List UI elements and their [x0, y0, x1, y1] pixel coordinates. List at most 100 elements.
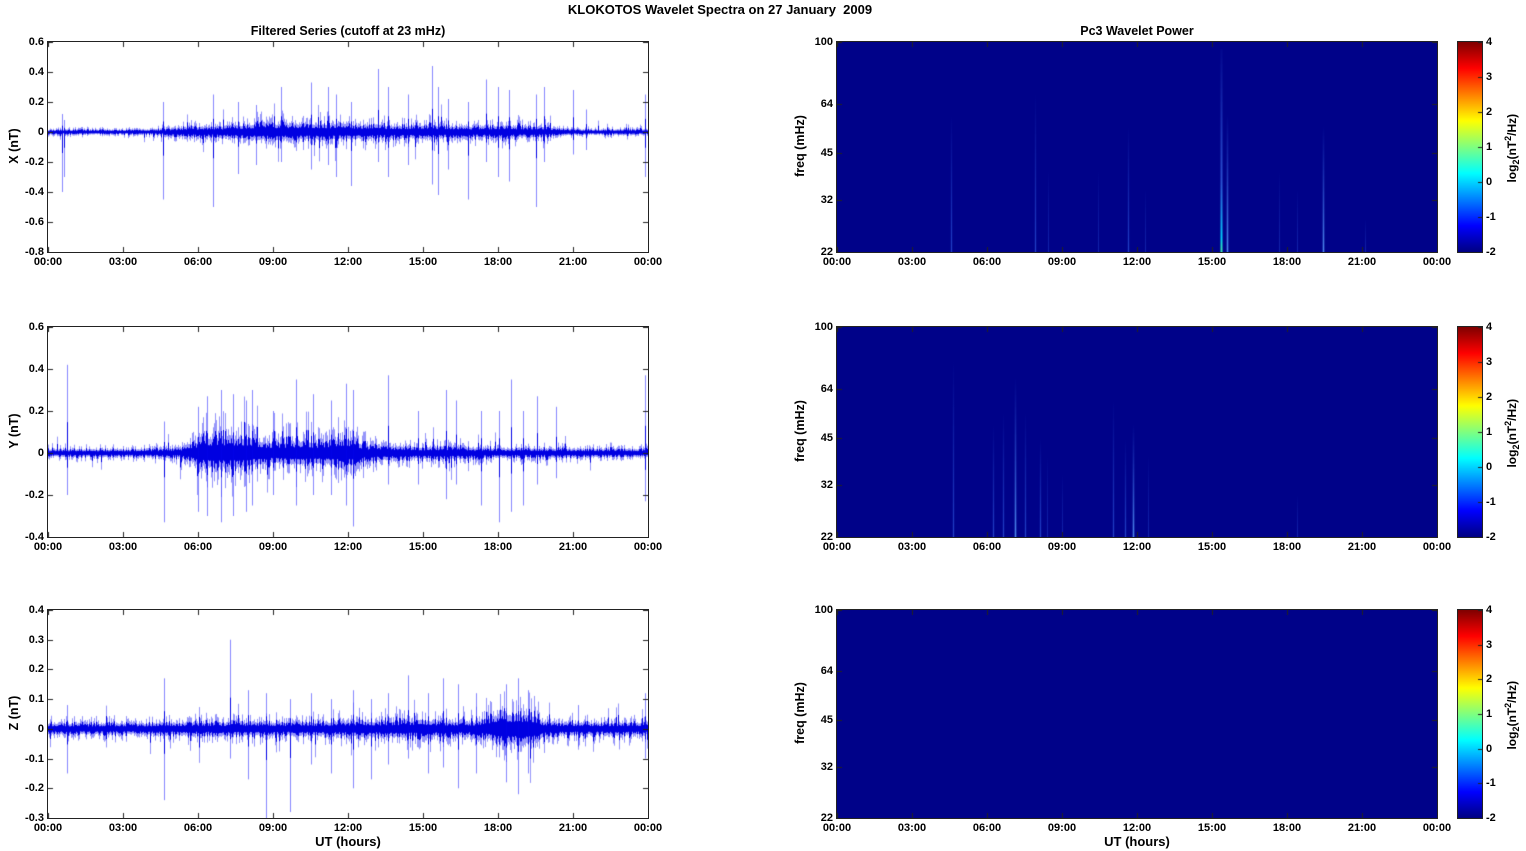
wavelet-power-title: Pc3 Wavelet Power: [1080, 24, 1194, 38]
tick-label: 12:00: [333, 256, 363, 268]
z-spectrogram-plot: [837, 610, 1437, 818]
tick-label: 32: [820, 479, 833, 492]
tick-label: 45: [820, 713, 833, 726]
tick-label: 15:00: [408, 822, 438, 834]
tick-label: -0.4: [25, 186, 44, 198]
tick-label: 3: [1486, 71, 1493, 83]
tick-label: 0.3: [28, 633, 44, 646]
tick-label: 0.2: [28, 405, 44, 417]
tick-label: 21:00: [1347, 822, 1377, 834]
tick-label: 64: [820, 665, 833, 678]
tick-label: -0.2: [25, 782, 44, 795]
tick-label: 0.1: [28, 693, 44, 706]
tick-label: -0.8: [25, 246, 44, 258]
tick-label: 06:00: [972, 256, 1002, 268]
tick-label: -2: [1486, 812, 1496, 824]
z-timeseries-plot: [48, 610, 648, 818]
tick-label: -1: [1486, 211, 1496, 223]
tick-label: 21:00: [1347, 256, 1377, 268]
tick-label: 21:00: [558, 822, 588, 834]
tick-label: 2: [1486, 673, 1493, 686]
panel-x-filtered-series: Filtered Series (cutoff at 23 mHz) X (nT…: [7, 24, 662, 268]
tick-label: 15:00: [1197, 822, 1227, 834]
tick-label: 09:00: [1047, 256, 1077, 268]
tick-label: -2: [1486, 531, 1496, 543]
panel-y-filtered-series: Y (nT) 0.6 0.4 0.2 0 -0.2 -0.4 00:00 03:00 06:00…: [7, 321, 662, 553]
tick-label: 03:00: [108, 256, 138, 268]
panel-z-filtered-series: Z (nT) UT (hours) 0.4 0.3 0.2 0.1 0 -0.1 -0.2-…: [7, 604, 662, 849]
panel-y-wavelet-power: freq (mHz) 100 64 45 32 22 00:00 03:00 06:00 09:…: [793, 321, 1451, 553]
tick-label: 00:00: [1422, 256, 1452, 268]
tick-label: 12:00: [333, 822, 363, 834]
tick-label: -0.2: [25, 489, 44, 501]
tick-label: 21:00: [558, 541, 588, 553]
y-timeseries-plot: [48, 327, 648, 537]
tick-label: 18:00: [1272, 541, 1302, 553]
y-axis-ylabel: Y (nT): [7, 413, 21, 449]
panel-x-wavelet-power: Pc3 Wavelet Power freq (mHz) 100 64 45 32 22…: [793, 24, 1451, 268]
tick-label: 1: [1486, 708, 1493, 720]
colorbar-y: log2(nT2/Hz) 4 3 2 1 0 -1 -2: [1457, 321, 1521, 543]
tick-label: 0.4: [28, 66, 44, 78]
y-spectrogram-plot: [837, 327, 1437, 537]
panel-z-wavelet-power: freq (mHz) UT (hours) 100 64 45 32 22 00:00 03…: [793, 604, 1451, 849]
tick-label: 2: [1486, 106, 1493, 118]
tick-label: 18:00: [483, 822, 513, 834]
tick-label: 00:00: [633, 822, 663, 834]
tick-label: 100: [814, 321, 833, 333]
colorbar-z: log2(nT2/Hz) 4 3 2 1 0 -1 -2: [1457, 604, 1521, 824]
tick-label: 15:00: [1197, 256, 1227, 268]
tick-label: -0.3: [25, 812, 44, 824]
ut-hours-label-left: UT (hours): [315, 834, 381, 849]
tick-label: 0.2: [28, 96, 44, 108]
tick-label: 3: [1486, 638, 1493, 651]
tick-label: 45: [820, 431, 833, 444]
tick-label: 4: [1486, 36, 1493, 48]
tick-label: 09:00: [258, 541, 288, 553]
tick-label: 21:00: [1347, 541, 1377, 553]
tick-label: 06:00: [183, 822, 213, 834]
tick-label: 03:00: [108, 822, 138, 834]
tick-label: 32: [820, 760, 833, 773]
tick-label: 0.6: [28, 36, 44, 48]
tick-label: 06:00: [972, 822, 1002, 834]
tick-label: 00:00: [822, 256, 852, 268]
filtered-series-title: Filtered Series (cutoff at 23 mHz): [250, 24, 446, 38]
tick-label: 00:00: [822, 541, 852, 553]
tick-label: 03:00: [897, 541, 927, 553]
tick-label: 0: [1486, 742, 1493, 755]
tick-label: 0.6: [28, 321, 44, 333]
tick-label: -0.1: [25, 752, 44, 765]
tick-label: -1: [1486, 777, 1496, 790]
tick-label: 21:00: [558, 256, 588, 268]
tick-label: 22: [820, 246, 833, 258]
tick-label: 0.4: [28, 604, 44, 616]
tick-label: 12:00: [333, 541, 363, 553]
x-spectrogram-plot: [837, 42, 1437, 252]
tick-label: -1: [1486, 496, 1496, 508]
ut-hours-label-right: UT (hours): [1104, 834, 1170, 849]
tick-label: 15:00: [1197, 541, 1227, 553]
tick-label: -0.2: [25, 156, 44, 168]
colorbar-y-gradient: [1458, 327, 1482, 537]
tick-label: 2: [1486, 391, 1493, 403]
tick-label: 09:00: [1047, 822, 1077, 834]
tick-label: 22: [820, 531, 833, 543]
tick-label: 64: [820, 382, 833, 395]
tick-label: 00:00: [33, 822, 63, 834]
tick-label: 32: [820, 194, 833, 207]
tick-label: 00:00: [633, 541, 663, 553]
tick-label: 09:00: [258, 256, 288, 268]
tick-label: 18:00: [483, 256, 513, 268]
tick-label: 100: [814, 604, 833, 616]
tick-label: 1: [1486, 141, 1493, 153]
tick-label: 0: [37, 126, 44, 138]
tick-label: 64: [820, 97, 833, 110]
tick-label: 00:00: [1422, 822, 1452, 834]
tick-label: 06:00: [183, 256, 213, 268]
tick-label: 06:00: [183, 541, 213, 553]
x-timeseries-plot: [48, 42, 648, 252]
tick-label: 15:00: [408, 541, 438, 553]
tick-label: 09:00: [258, 822, 288, 834]
tick-label: 3: [1486, 356, 1493, 368]
